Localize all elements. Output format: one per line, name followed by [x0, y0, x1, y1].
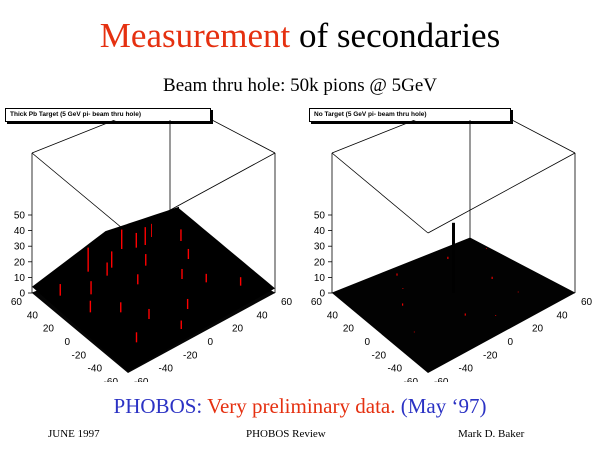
y-tick-label: -20	[72, 350, 87, 361]
frame-top-back-left	[31, 120, 116, 154]
y-tick-label: -60	[404, 377, 419, 382]
frame-top-back-left	[331, 120, 416, 154]
footer-author: Mark D. Baker	[458, 428, 525, 440]
z-tick-label: 40	[314, 226, 326, 237]
z-tick-label: 10	[314, 273, 326, 284]
x-tick-label: 60	[281, 297, 293, 308]
x-tick-label: 0	[208, 337, 214, 348]
y-tick-label: 40	[27, 310, 39, 321]
beam-peak	[452, 222, 455, 293]
z-tick-label: 30	[14, 242, 26, 253]
x-tick-label: -20	[483, 350, 498, 361]
footer-center: PHOBOS Review	[246, 428, 326, 440]
y-tick-label: -40	[388, 364, 403, 375]
y-tick-label: -40	[88, 364, 103, 375]
z-tick-label: 0	[19, 289, 25, 300]
x-tick-label: 40	[257, 310, 269, 321]
slide-caption: PHOBOS: Very preliminary data. (May ‘97)	[0, 393, 600, 419]
y-tick-label: 0	[64, 337, 70, 348]
y-tick-label: 60	[11, 297, 23, 308]
slide-subtitle: Beam thru hole: 50k pions @ 5GeV	[163, 75, 437, 96]
z-tick-label: 0	[319, 289, 325, 300]
footer-date: JUNE 1997	[48, 428, 100, 440]
no-target-lego-plot: 01020304050-60-40-200204060-60-40-200204…	[311, 120, 593, 382]
x-tick-label: 20	[232, 324, 244, 335]
title-rest: of secondaries	[299, 16, 501, 55]
z-tick-label: 10	[14, 273, 26, 284]
beam-peak	[152, 218, 155, 293]
z-tick-label: 50	[314, 211, 326, 222]
x-tick-label: 0	[508, 337, 514, 348]
y-tick-label: 20	[343, 324, 355, 335]
y-tick-label: 40	[327, 310, 339, 321]
thick-pb-target-hist-title: Thick Pb Target (5 GeV pi- beam thru hol…	[5, 108, 211, 122]
caption-phobos: PHOBOS:	[113, 394, 203, 418]
z-tick-label: 20	[14, 257, 26, 268]
x-tick-label: -40	[459, 364, 474, 375]
y-tick-label: 0	[364, 337, 370, 348]
x-tick-label: 20	[532, 324, 544, 335]
frame-top-front-left	[31, 152, 129, 234]
z-tick-label: 20	[314, 257, 326, 268]
x-tick-label: -60	[434, 377, 449, 382]
frame-top-back-right	[211, 120, 276, 154]
z-tick-label: 40	[14, 226, 26, 237]
frame-top-back-right	[511, 120, 576, 154]
y-tick-label: -20	[372, 350, 387, 361]
y-tick-label: -60	[104, 377, 119, 382]
title-highlight: Measurement	[99, 16, 291, 55]
z-tick-label: 50	[14, 211, 26, 222]
caption-preliminary: Very preliminary data.	[207, 394, 396, 418]
slide-title: Measurement of secondaries	[0, 14, 600, 58]
y-tick-label: 20	[43, 324, 55, 335]
thick-pb-target-lego-plot: 01020304050-60-40-200204060-60-40-200204…	[11, 120, 293, 382]
y-tick-label: 60	[311, 297, 323, 308]
x-tick-label: 60	[581, 297, 593, 308]
surface-base	[332, 238, 575, 373]
z-tick-label: 30	[314, 242, 326, 253]
caption-date: (May ‘97)	[400, 394, 487, 418]
frame-top-front-right	[427, 152, 576, 234]
x-tick-label: -60	[134, 377, 149, 382]
frame-top-front-left	[331, 152, 429, 234]
x-tick-label: -20	[183, 350, 198, 361]
x-tick-label: 40	[557, 310, 569, 321]
x-tick-label: -40	[159, 364, 174, 375]
